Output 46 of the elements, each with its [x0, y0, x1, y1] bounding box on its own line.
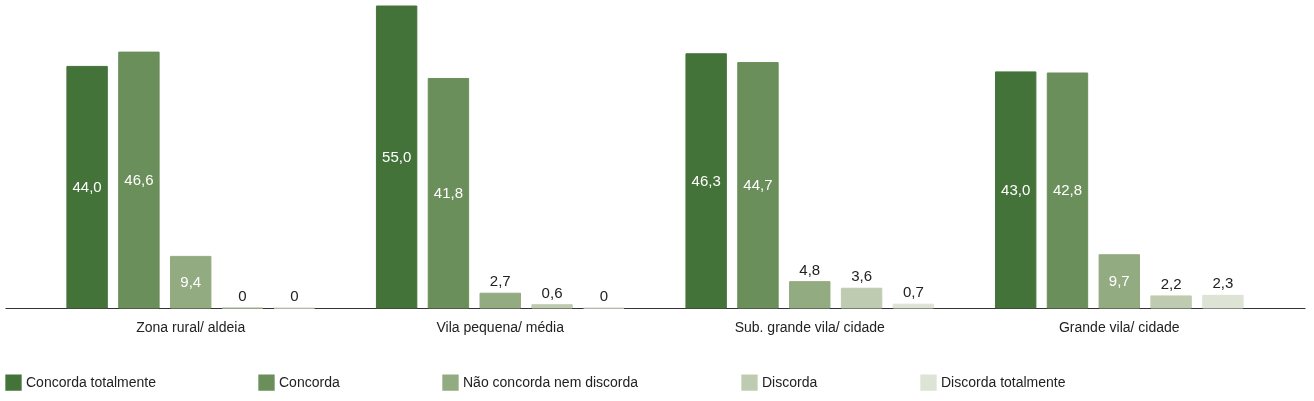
bar	[375, 5, 418, 309]
data-label: 0	[290, 287, 299, 304]
data-label: 2,3	[1212, 274, 1234, 292]
bar	[840, 287, 883, 309]
bar	[170, 255, 212, 309]
bar	[531, 304, 573, 309]
bar	[66, 65, 108, 309]
data-label: 46,3	[691, 171, 721, 189]
bar	[892, 303, 935, 309]
data-label: 3,6	[851, 267, 872, 285]
data-label: 41,8	[433, 184, 464, 202]
bar	[1046, 72, 1089, 309]
data-label: 0	[599, 287, 609, 304]
bar	[479, 292, 521, 309]
x-tick-label: Grande vila/ cidade	[1058, 318, 1180, 335]
legend-label: Não concorda nem discorda	[463, 373, 639, 390]
legend-label: Concorda totalmente	[26, 373, 157, 390]
bar	[685, 53, 727, 309]
bar	[789, 281, 831, 309]
bar	[737, 62, 779, 309]
bar	[1150, 295, 1192, 309]
data-label: 4,8	[799, 260, 821, 278]
data-label: 2,7	[489, 272, 511, 290]
x-tick-label: Vila pequena/ média	[436, 318, 565, 335]
data-label: 44,7	[743, 176, 773, 194]
bar	[994, 71, 1037, 309]
data-label: 46,6	[124, 171, 154, 189]
bar	[118, 51, 160, 309]
data-label: 43,0	[1001, 180, 1031, 198]
data-label: 42,8	[1052, 181, 1083, 199]
x-tick-label: Zona rural/ aldeia	[136, 318, 246, 335]
legend-label: Discorda totalmente	[941, 373, 1066, 390]
bar	[1202, 294, 1244, 309]
data-label: 2,2	[1160, 274, 1182, 292]
bar	[427, 77, 470, 309]
legend-label: Concorda	[279, 373, 340, 390]
x-tick-label: Sub. grande vila/ cidade	[734, 318, 886, 335]
data-label: 0,7	[902, 283, 924, 301]
data-label: 0	[238, 287, 247, 304]
data-label: 9,4	[180, 273, 202, 291]
data-label: 55,0	[382, 148, 412, 165]
data-label: 9,7	[1108, 272, 1130, 290]
data-label: 44,0	[72, 178, 102, 196]
legend-label: Discorda	[762, 373, 818, 390]
bar	[1098, 254, 1140, 309]
data-label: 0,6	[541, 283, 563, 301]
